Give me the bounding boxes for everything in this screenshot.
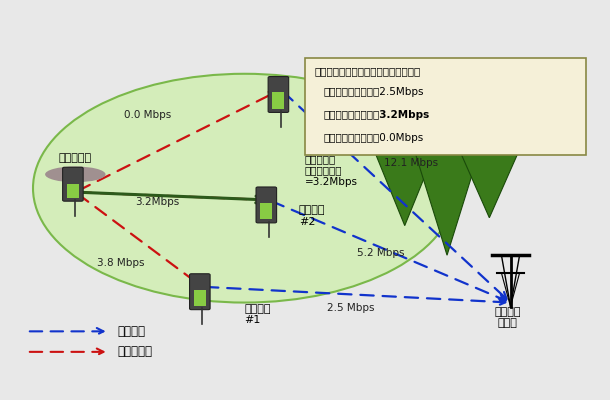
- FancyBboxPatch shape: [256, 187, 276, 223]
- Text: 中継端末＃１経由：2.5Mbps: 中継端末＃１経由：2.5Mbps: [323, 87, 423, 97]
- FancyBboxPatch shape: [67, 184, 79, 198]
- FancyBboxPatch shape: [190, 274, 210, 310]
- Text: 中継端末
#2: 中継端末 #2: [299, 205, 326, 226]
- FancyBboxPatch shape: [63, 167, 83, 201]
- Text: 3.2Mbps: 3.2Mbps: [135, 197, 179, 207]
- Text: 基地局までの中継リンクスループット: 基地局までの中継リンクスループット: [314, 66, 420, 76]
- FancyBboxPatch shape: [272, 92, 284, 109]
- Text: 12.1 Mbps: 12.1 Mbps: [384, 158, 438, 168]
- Text: 中継端末＃２経由：3.2Mbps: 中継端末＃２経由：3.2Mbps: [323, 110, 429, 120]
- Text: 中継リンク
スループット
=3.2Mbps: 中継リンク スループット =3.2Mbps: [305, 154, 358, 187]
- FancyBboxPatch shape: [194, 290, 206, 306]
- Ellipse shape: [45, 166, 106, 182]
- FancyBboxPatch shape: [305, 58, 586, 155]
- Text: 3.8 Mbps: 3.8 Mbps: [97, 258, 145, 268]
- Text: 上り通信: 上り通信: [118, 325, 146, 338]
- Text: 2.5 Mbps: 2.5 Mbps: [326, 304, 374, 314]
- Text: 中継端末
#1: 中継端末 #1: [245, 304, 271, 325]
- Text: 端末間通信: 端末間通信: [118, 345, 152, 358]
- Polygon shape: [450, 129, 529, 218]
- Ellipse shape: [33, 74, 456, 302]
- Polygon shape: [407, 129, 486, 255]
- Text: 大ゾーン
基地局: 大ゾーン 基地局: [494, 306, 521, 328]
- Text: 5.2 Mbps: 5.2 Mbps: [357, 248, 404, 258]
- Text: 中継端末
#3: 中継端末 #3: [311, 75, 337, 96]
- Text: 0.0 Mbps: 0.0 Mbps: [124, 110, 171, 120]
- Text: 圈外の端末: 圈外の端末: [59, 153, 92, 163]
- Text: 中継端末＃３経由：0.0Mbps: 中継端末＃３経由：0.0Mbps: [323, 132, 423, 142]
- FancyBboxPatch shape: [268, 76, 289, 112]
- FancyBboxPatch shape: [260, 203, 272, 219]
- Polygon shape: [365, 129, 444, 226]
